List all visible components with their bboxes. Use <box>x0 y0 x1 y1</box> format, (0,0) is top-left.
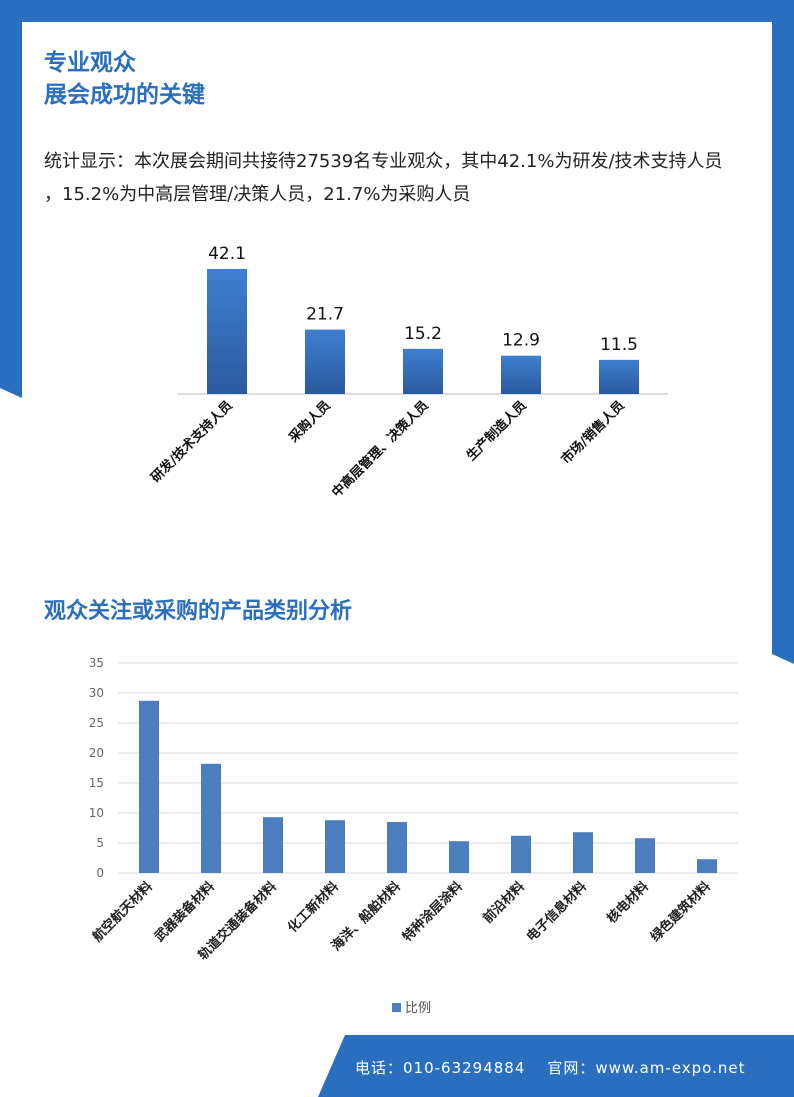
top-bar <box>0 0 794 22</box>
bar <box>501 355 541 394</box>
footer-website[interactable]: 官网：www.am-expo.net <box>547 1059 746 1077</box>
y-tick-label: 15 <box>89 776 104 790</box>
y-tick-label: 0 <box>96 866 104 880</box>
category-label: 航空航天材料 <box>89 879 155 945</box>
bar <box>697 859 717 873</box>
legend-swatch <box>392 1003 401 1012</box>
section-title-products: 观众关注或采购的产品类别分析 <box>44 599 353 624</box>
category-label: 前沿材料 <box>480 879 528 927</box>
bar <box>449 841 469 873</box>
data-label: 12.9 <box>502 331 540 351</box>
category-label: 采购人员 <box>285 398 334 447</box>
y-tick-label: 35 <box>89 656 104 670</box>
right-edge-band <box>772 0 794 664</box>
category-label: 市场/销售人员 <box>558 398 628 468</box>
bar <box>599 359 639 394</box>
bar <box>573 832 593 873</box>
bar <box>201 763 221 873</box>
bar <box>263 817 283 873</box>
bar <box>207 269 247 394</box>
audience-role-chart: 42.1 研发/技术支持人员 21.7 采购人员 15.2 中高层管理、决策人员 12.9 生… <box>148 244 668 501</box>
footer-contact: 电话：010-63294884 官网：www.am-expo.net <box>355 1057 745 1078</box>
y-tick-label: 5 <box>96 836 104 850</box>
bar <box>305 329 345 394</box>
data-label: 21.7 <box>306 305 344 325</box>
y-tick-label: 30 <box>89 686 104 700</box>
category-label: 特种涂层涂料 <box>399 879 465 945</box>
category-label: 武器装备材料 <box>151 879 217 945</box>
legend-label: 比例 <box>405 1001 431 1016</box>
bar <box>387 822 407 873</box>
left-edge-band <box>0 0 22 398</box>
category-label: 电子信息材料 <box>523 879 589 945</box>
data-label: 15.2 <box>404 324 442 344</box>
bar <box>403 348 443 394</box>
y-tick-label: 10 <box>89 806 104 820</box>
data-label: 11.5 <box>600 335 638 355</box>
category-label: 核电材料 <box>604 879 652 927</box>
y-tick-label: 25 <box>89 716 104 730</box>
category-label: 化工新材料 <box>285 879 342 936</box>
footer-band <box>318 1035 794 1097</box>
intro-paragraph: 统计显示：本次展会期间共接待27539名专业观众，其中42.1%为研发/技术支持… <box>44 151 723 205</box>
page-title-line1: 专业观众 <box>44 50 136 76</box>
category-label: 研发/技术支持人员 <box>148 398 236 486</box>
data-label: 42.1 <box>208 244 246 264</box>
category-label: 生产制造人员 <box>463 398 529 464</box>
bar <box>139 700 159 873</box>
bar <box>325 820 345 873</box>
footer-phone: 电话：010-63294884 <box>355 1059 526 1077</box>
bar <box>635 838 655 873</box>
category-label: 中高层管理、决策人员 <box>329 398 432 501</box>
category-label: 绿色建筑材料 <box>647 879 713 945</box>
bar <box>511 835 531 873</box>
y-tick-label: 20 <box>89 746 104 760</box>
page-title-line2: 展会成功的关键 <box>44 82 205 108</box>
